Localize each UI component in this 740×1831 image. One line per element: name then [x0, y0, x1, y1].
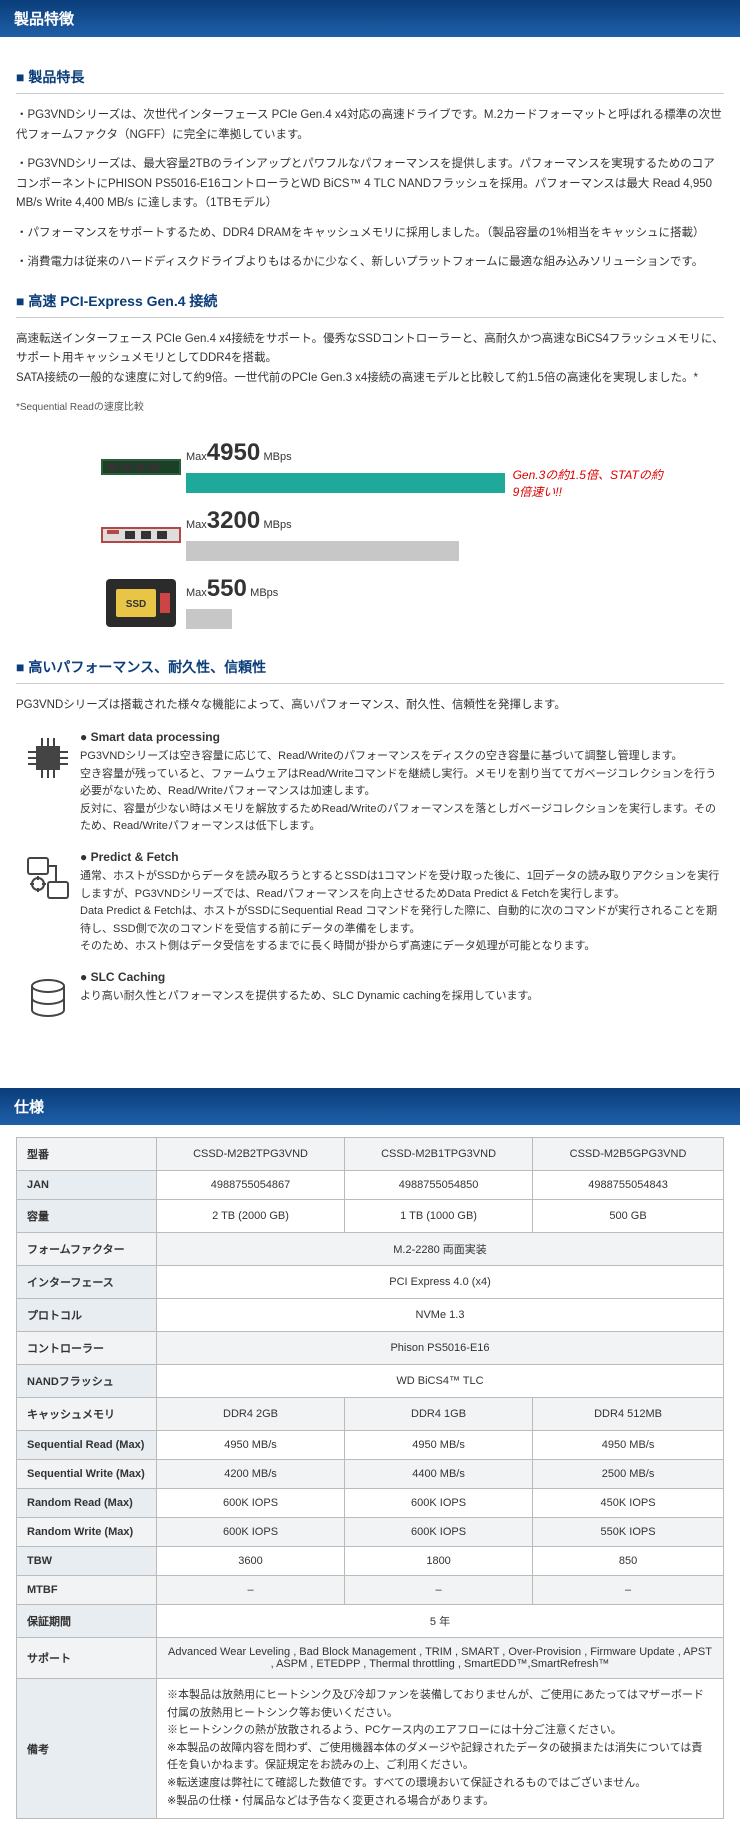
spec-cell: 4988755054843: [533, 1170, 724, 1199]
spec-cell: DDR4 2GB: [157, 1397, 345, 1430]
spec-cell: 600K IOPS: [345, 1488, 533, 1517]
spec-cell: M.2-2280 両面実装: [157, 1232, 724, 1265]
bar-label: Max3200 MBps: [186, 507, 664, 535]
spec-cell: 4950 MB/s: [533, 1430, 724, 1459]
spec-cell: CSSD-M2B1TPG3VND: [345, 1137, 533, 1170]
speed-bar: [186, 473, 505, 493]
section-pcie: 高速 PCI-Express Gen.4 接続: [16, 291, 724, 318]
speed-bar: [186, 541, 459, 561]
bar-label: Max4950 MBps: [186, 439, 664, 467]
spec-table: 型番CSSD-M2B2TPG3VNDCSSD-M2B1TPG3VNDCSSD-M…: [16, 1137, 724, 1819]
spec-header: プロトコル: [17, 1298, 157, 1331]
spec-header: コントローラー: [17, 1331, 157, 1364]
banner-spec: 仕様: [0, 1088, 740, 1125]
pcie-foot: *Sequential Readの速度比較: [16, 398, 724, 413]
speed-bar: [186, 609, 232, 629]
spec-header: インターフェース: [17, 1265, 157, 1298]
spec-cell: 600K IOPS: [345, 1517, 533, 1546]
spec-cell: 1 TB (1000 GB): [345, 1199, 533, 1232]
spec-header: サポート: [17, 1637, 157, 1678]
spec-cell: DDR4 512MB: [533, 1397, 724, 1430]
ssd-icon: SSD: [96, 579, 186, 627]
spec-cell: 450K IOPS: [533, 1488, 724, 1517]
spec-header: キャッシュメモリ: [17, 1397, 157, 1430]
feature-text: PG3VNDシリーズは空き容量に応じて、Read/Writeのパフォーマンスをデ…: [80, 748, 724, 836]
spec-cell: CSSD-M2B5GPG3VND: [533, 1137, 724, 1170]
feature-bullet: ・消費電力は従来のハードディスクドライブよりもはるかに少なく、新しいプラットフォ…: [16, 253, 724, 273]
bar-note: Gen.3の約1.5倍、STATの約9倍速い!!: [513, 466, 664, 500]
banner-features: 製品特徴: [0, 0, 740, 37]
spec-cell: NVMe 1.3: [157, 1298, 724, 1331]
spec-cell: CSSD-M2B2TPG3VND: [157, 1137, 345, 1170]
spec-cell: 850: [533, 1546, 724, 1575]
spec-header: Random Write (Max): [17, 1517, 157, 1546]
feature-title: Smart data processing: [80, 730, 724, 744]
svg-text:SSD: SSD: [126, 599, 147, 610]
ssd-icon: [96, 459, 186, 475]
feature-icon: [16, 970, 80, 1022]
feature-bullet: ・PG3VNDシリーズは、次世代インターフェース PCIe Gen.4 x4対応…: [16, 106, 724, 145]
feature-icon: [16, 730, 80, 836]
spec-header: 保証期間: [17, 1604, 157, 1637]
ssd-icon: [96, 527, 186, 543]
spec-cell: 4400 MB/s: [345, 1459, 533, 1488]
spec-header: 備考: [17, 1678, 157, 1818]
feature-text: 通常、ホストがSSDからデータを読み取ろうとするとSSDは1コマンドを受け取った…: [80, 868, 724, 956]
spec-header: 型番: [17, 1137, 157, 1170]
spec-cell: 4988755054850: [345, 1170, 533, 1199]
feature-icon: [16, 850, 80, 956]
spec-cell: PCI Express 4.0 (x4): [157, 1265, 724, 1298]
spec-cell: –: [533, 1575, 724, 1604]
spec-header: フォームファクター: [17, 1232, 157, 1265]
spec-cell: 4200 MB/s: [157, 1459, 345, 1488]
spec-cell: 2500 MB/s: [533, 1459, 724, 1488]
spec-header: 容量: [17, 1199, 157, 1232]
spec-cell: 2 TB (2000 GB): [157, 1199, 345, 1232]
spec-cell: –: [345, 1575, 533, 1604]
spec-header: Sequential Write (Max): [17, 1459, 157, 1488]
feature-text: より高い耐久性とパフォーマンスを提供するため、SLC Dynamic cachi…: [80, 988, 724, 1006]
spec-cell: 600K IOPS: [157, 1517, 345, 1546]
spec-header: Sequential Read (Max): [17, 1430, 157, 1459]
spec-header: JAN: [17, 1170, 157, 1199]
spec-header: MTBF: [17, 1575, 157, 1604]
feature-title: Predict & Fetch: [80, 850, 724, 864]
perf-intro: PG3VNDシリーズは搭載された様々な機能によって、高いパフォーマンス、耐久性、…: [16, 696, 724, 716]
feature-title: SLC Caching: [80, 970, 724, 984]
spec-cell: Phison PS5016-E16: [157, 1331, 724, 1364]
spec-cell: 5 年: [157, 1604, 724, 1637]
bar-label: Max550 MBps: [186, 575, 664, 603]
spec-cell: 500 GB: [533, 1199, 724, 1232]
pcie-text: 高速転送インターフェース PCIe Gen.4 x4接続をサポート。優秀なSSD…: [16, 330, 724, 389]
spec-cell: 1800: [345, 1546, 533, 1575]
feature-bullet: ・パフォーマンスをサポートするため、DDR4 DRAMをキャッシュメモリに採用し…: [16, 224, 724, 244]
spec-cell: ※本製品は放熱用にヒートシンク及び冷却ファンを装備しておりませんが、ご使用にあた…: [157, 1678, 724, 1818]
spec-cell: 4950 MB/s: [157, 1430, 345, 1459]
spec-cell: WD BiCS4™ TLC: [157, 1364, 724, 1397]
spec-cell: –: [157, 1575, 345, 1604]
spec-cell: 4988755054867: [157, 1170, 345, 1199]
section-features: 製品特長: [16, 67, 724, 94]
spec-header: TBW: [17, 1546, 157, 1575]
spec-cell: DDR4 1GB: [345, 1397, 533, 1430]
spec-header: NANDフラッシュ: [17, 1364, 157, 1397]
spec-header: Random Read (Max): [17, 1488, 157, 1517]
feature-bullet: ・PG3VNDシリーズは、最大容量2TBのラインアップとパワフルなパフォーマンス…: [16, 155, 724, 214]
section-perf: 高いパフォーマンス、耐久性、信頼性: [16, 657, 724, 684]
spec-cell: Advanced Wear Leveling , Bad Block Manag…: [157, 1637, 724, 1678]
spec-cell: 3600: [157, 1546, 345, 1575]
spec-cell: 600K IOPS: [157, 1488, 345, 1517]
spec-cell: 550K IOPS: [533, 1517, 724, 1546]
spec-cell: 4950 MB/s: [345, 1430, 533, 1459]
speed-chart: Max4950 MBpsGen.3の約1.5倍、STATの約9倍速い!! Max3…: [96, 433, 664, 637]
